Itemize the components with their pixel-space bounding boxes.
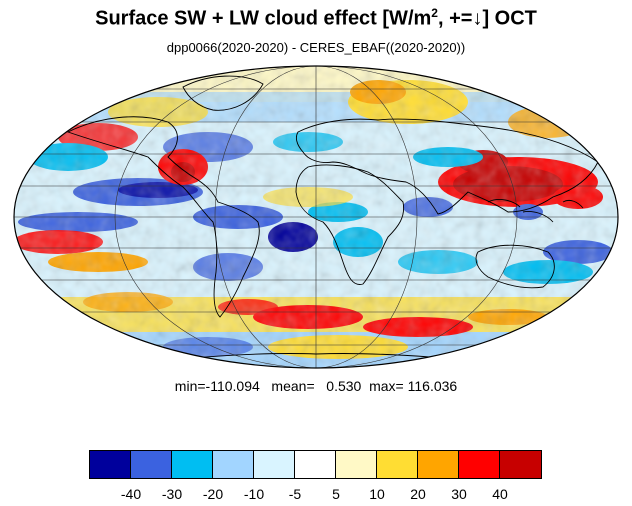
colorbar-tick-label: -30 <box>161 486 183 502</box>
map-field <box>14 66 618 368</box>
title-superscript: 2 <box>431 6 438 20</box>
colorbar-tick-label: -5 <box>288 486 302 502</box>
colorbar-tick-label: 30 <box>451 486 467 502</box>
colorbar-swatch <box>377 451 418 478</box>
map-border <box>13 65 619 369</box>
graticule <box>14 66 618 368</box>
colorbar-tick-label: -10 <box>243 486 265 502</box>
colorbar-swatch <box>131 451 172 478</box>
colorbar-tick-label: 20 <box>410 486 426 502</box>
stats-line: min=-110.094 mean= 0.530 max= 116.036 <box>174 378 458 394</box>
colorbar-swatch <box>336 451 377 478</box>
colorbar-swatch <box>418 451 459 478</box>
colorbar-tick-label: 10 <box>369 486 385 502</box>
colorbar-tick-label: 40 <box>492 486 508 502</box>
colorbar-tick-label: -20 <box>202 486 224 502</box>
colorbar-swatch <box>254 451 295 478</box>
title-text: Surface SW + LW cloud effect [W/m <box>95 7 432 30</box>
colorbar-swatch <box>90 451 131 478</box>
mollweide-map <box>13 65 619 369</box>
chart-title: Surface SW + LW cloud effect [W/m2, +=↓]… <box>0 6 632 31</box>
colorbar-swatch <box>459 451 500 478</box>
colorbar-tick-label: 5 <box>332 486 340 502</box>
colorbar-tick-label: -40 <box>120 486 142 502</box>
title-suffix: , +=↓] OCT <box>437 7 537 30</box>
chart-subtitle: dpp0066(2020-2020) - CERES_EBAF((2020-20… <box>166 40 466 55</box>
colorbar-swatch <box>295 451 336 478</box>
colorbar-swatch <box>172 451 213 478</box>
colorbar <box>89 450 542 479</box>
colorbar-swatch <box>213 451 254 478</box>
colorbar-swatch <box>500 451 541 478</box>
